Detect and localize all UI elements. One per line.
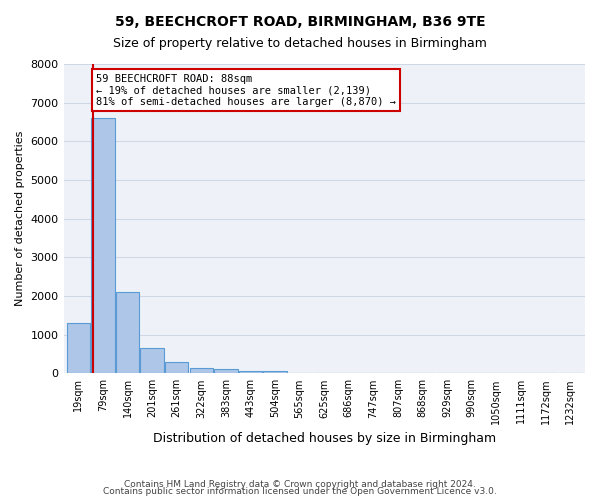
Bar (214, 370, 238, 374)
Bar (165, 362, 188, 374)
Bar (190, 368, 213, 374)
Bar (91, 118, 115, 374)
Text: Contains HM Land Registry data © Crown copyright and database right 2024.: Contains HM Land Registry data © Crown c… (124, 480, 476, 489)
Text: Size of property relative to detached houses in Birmingham: Size of property relative to detached ho… (113, 38, 487, 51)
Bar (140, 348, 164, 374)
Bar (263, 370, 287, 374)
X-axis label: Distribution of detached houses by size in Birmingham: Distribution of detached houses by size … (153, 432, 496, 445)
Text: 59, BEECHCROFT ROAD, BIRMINGHAM, B36 9TE: 59, BEECHCROFT ROAD, BIRMINGHAM, B36 9TE (115, 15, 485, 29)
Y-axis label: Number of detached properties: Number of detached properties (15, 131, 25, 306)
Bar (239, 370, 262, 374)
Text: Contains public sector information licensed under the Open Government Licence v3: Contains public sector information licen… (103, 487, 497, 496)
Bar (116, 292, 139, 374)
Bar (67, 323, 90, 374)
Text: 59 BEECHCROFT ROAD: 88sqm
← 19% of detached houses are smaller (2,139)
81% of se: 59 BEECHCROFT ROAD: 88sqm ← 19% of detac… (96, 74, 396, 107)
